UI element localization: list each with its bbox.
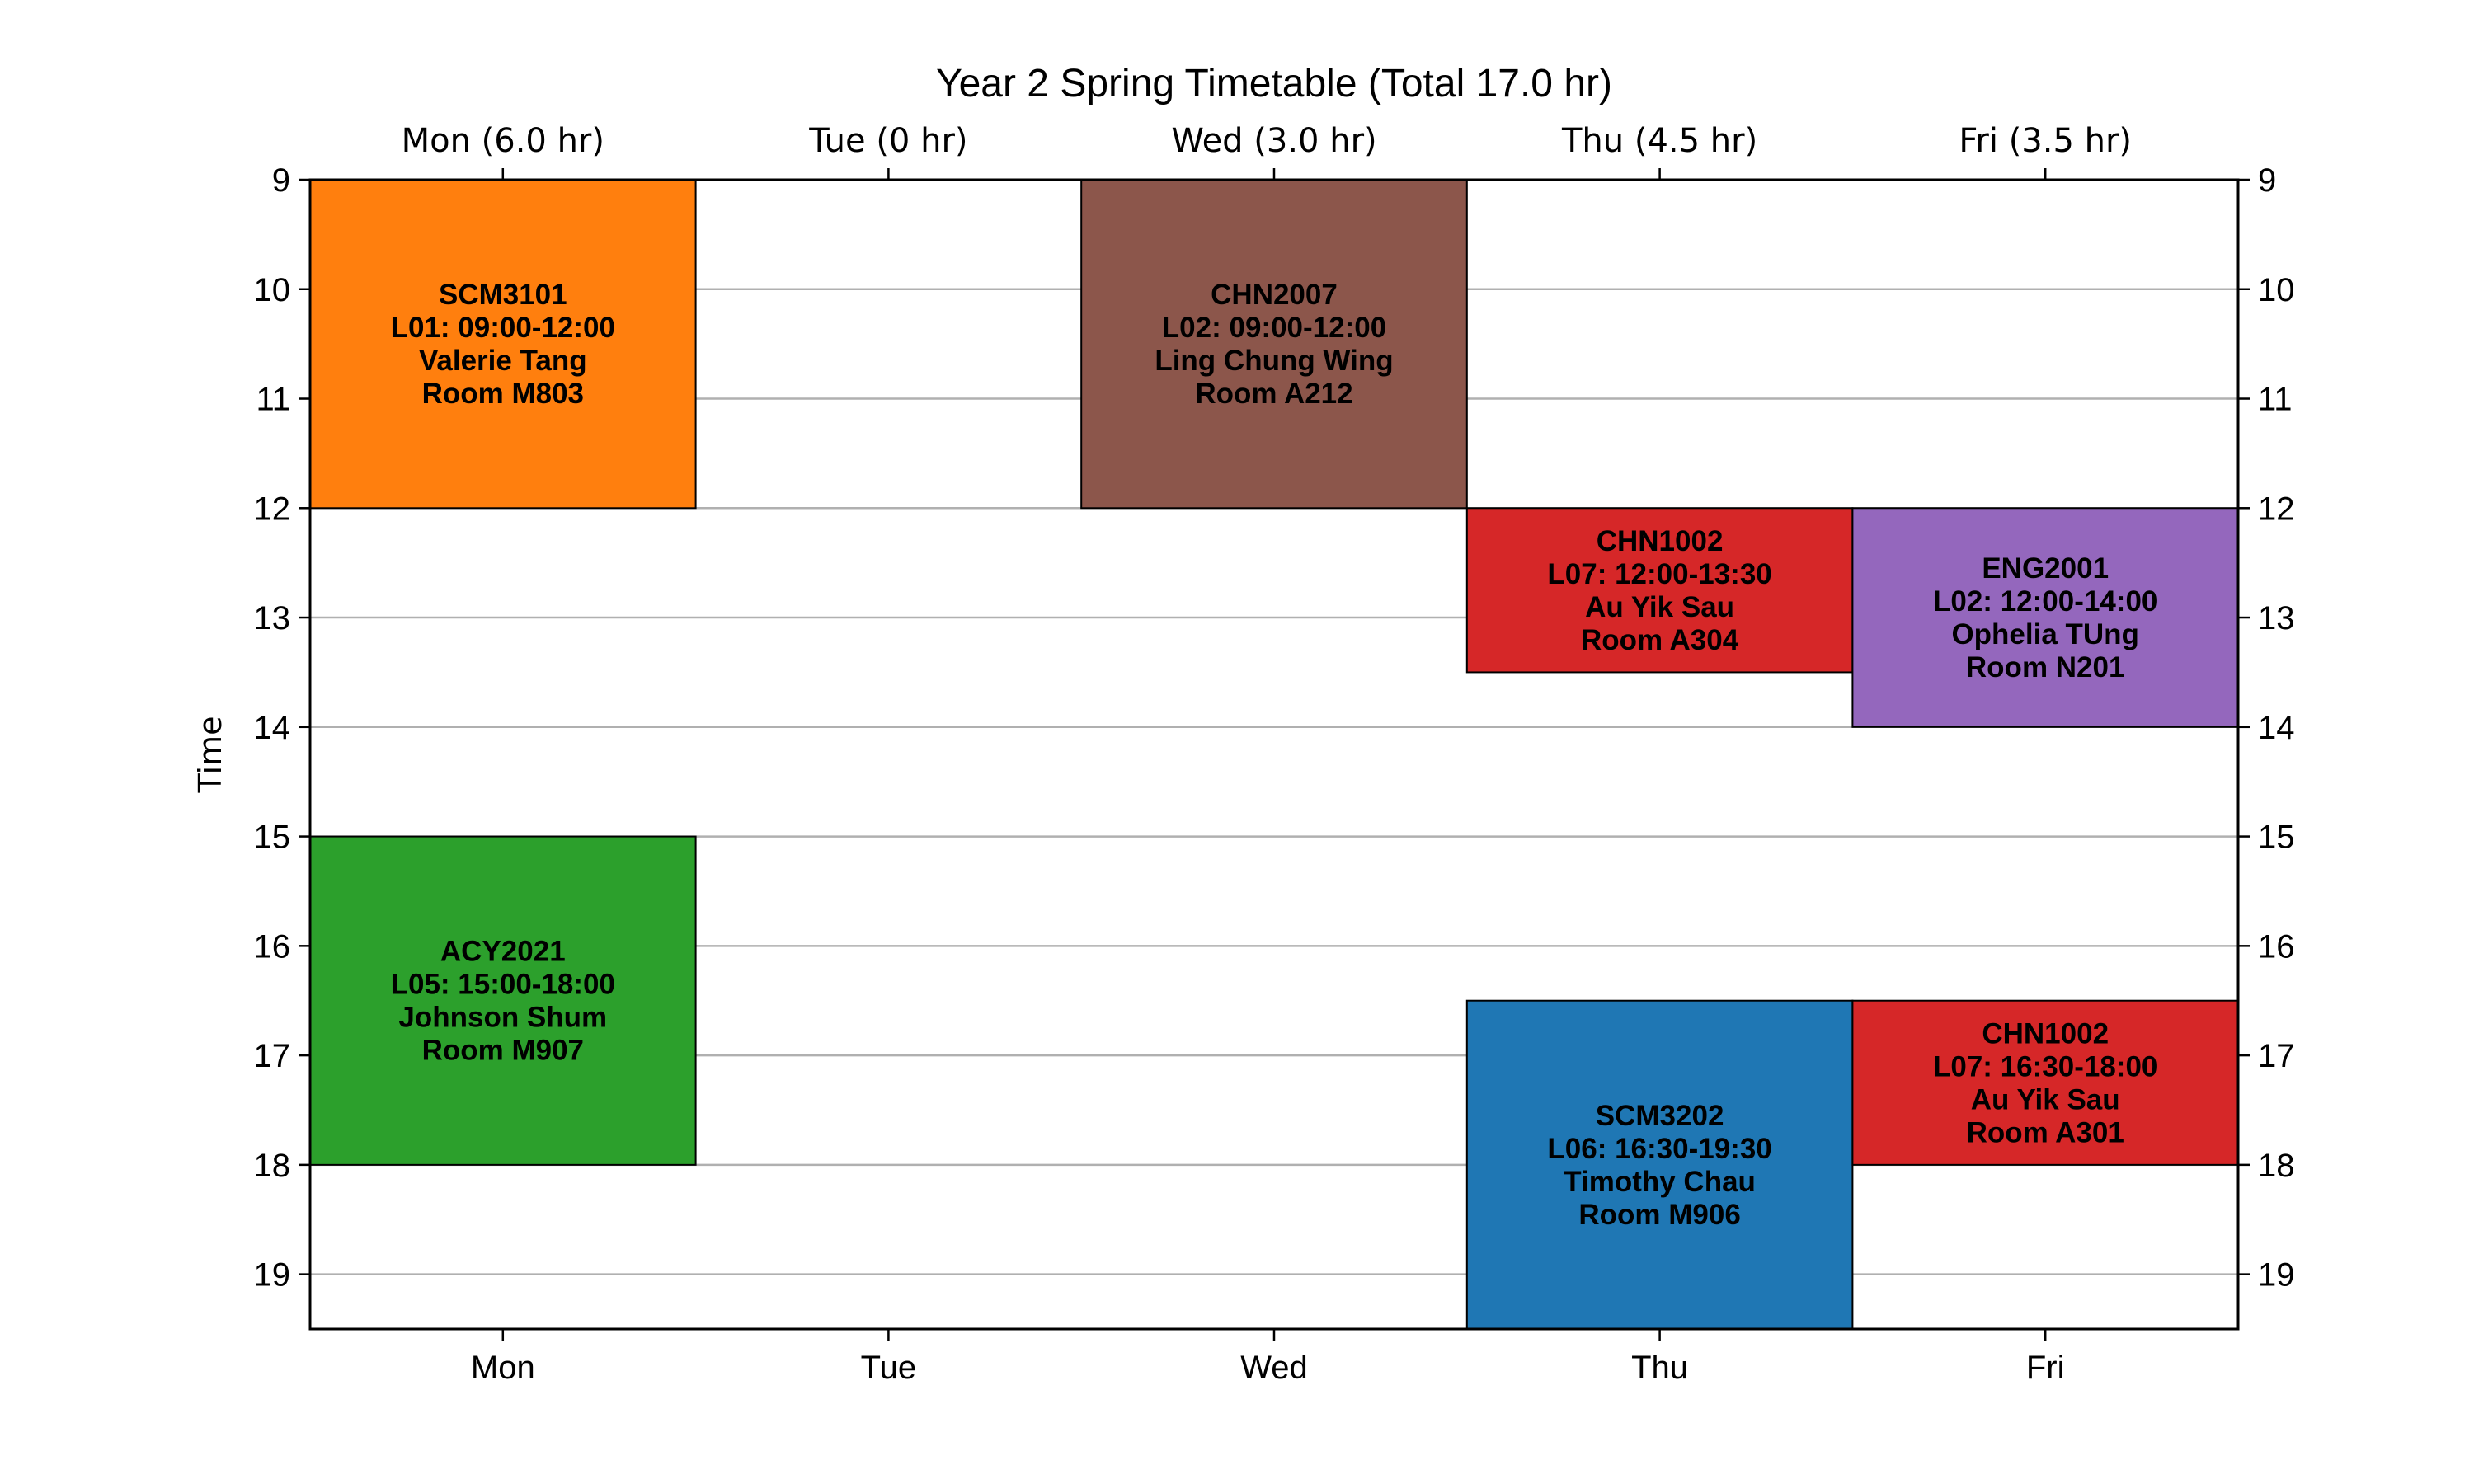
y-tick-label-left: 9	[272, 162, 290, 199]
event-block	[1851, 999, 2239, 1166]
y-axis-label: Time	[192, 716, 228, 794]
event-label: SCM3202	[1596, 1100, 1724, 1132]
event-label: Timothy Chau	[1564, 1166, 1756, 1198]
x-tick-label-bottom: Fri	[2026, 1350, 2065, 1386]
x-tick-label-top: Fri (3.5 hr)	[1959, 122, 2132, 160]
event-label: L06: 16:30-19:30	[1547, 1133, 1771, 1165]
y-tick-label-left: 10	[254, 272, 291, 308]
event-label: Ling Chung Wing	[1155, 345, 1393, 377]
y-tick-label-left: 11	[256, 382, 290, 418]
y-tick-label-left: 14	[254, 710, 291, 746]
event-block	[1465, 999, 1854, 1330]
y-tick-label-left: 18	[254, 1148, 291, 1184]
y-tick-label-right: 17	[2258, 1038, 2295, 1074]
x-tick-label-bottom: Wed	[1240, 1350, 1308, 1386]
event-label: L01: 09:00-12:00	[391, 312, 615, 344]
y-tick-label-left: 19	[254, 1257, 291, 1294]
event-label: Room M907	[422, 1035, 584, 1067]
event-label: L02: 09:00-12:00	[1162, 312, 1386, 344]
x-tick-label-top: Wed (3.0 hr)	[1171, 122, 1376, 160]
event-block	[1080, 179, 1468, 510]
event-label: L02: 12:00-14:00	[1933, 585, 2157, 618]
y-tick-label-right: 9	[2258, 162, 2276, 199]
event-block	[309, 179, 697, 510]
event-label: Au Yik Sau	[1585, 591, 1734, 623]
y-tick-label-left: 12	[254, 491, 291, 527]
event-block	[1851, 507, 2239, 728]
event-label: Johnson Shum	[398, 1002, 607, 1034]
y-tick-label-left: 13	[254, 600, 291, 636]
event-label: Room A212	[1195, 378, 1352, 410]
event-block	[1465, 507, 1854, 674]
y-tick-label-right: 16	[2258, 928, 2295, 965]
y-tick-label-right: 10	[2258, 272, 2295, 308]
event-label: Ophelia TUng	[1951, 618, 2139, 650]
x-tick-label-bottom: Thu	[1631, 1350, 1688, 1386]
y-tick-label-left: 15	[254, 819, 291, 856]
event-label: ENG2001	[1982, 552, 2109, 585]
y-tick-label-right: 13	[2258, 600, 2295, 636]
event-label: CHN1002	[1982, 1017, 2109, 1050]
y-tick-label-right: 11	[2258, 382, 2293, 418]
event-label: Room N201	[1966, 651, 2125, 683]
event-label: Au Yik Sau	[1971, 1083, 2120, 1115]
event-label: L07: 12:00-13:30	[1547, 558, 1771, 590]
y-tick-label-left: 16	[254, 928, 291, 965]
y-tick-label-right: 12	[2258, 491, 2295, 527]
event-label: CHN1002	[1597, 525, 1724, 557]
event-label: CHN2007	[1211, 279, 1338, 311]
event-label: Valerie Tang	[419, 345, 587, 377]
axes-layer: 9 9 10 10 11 11 12 12 13 13 14 14 15 15 16 16 17 17 18 18 19…	[254, 122, 2295, 1386]
event-label: SCM3101	[439, 279, 567, 311]
event-label: L07: 16:30-18:00	[1933, 1050, 2157, 1082]
x-tick-label-bottom: Mon	[471, 1350, 535, 1386]
y-tick-label-right: 19	[2258, 1257, 2295, 1294]
event-label: Room A304	[1581, 624, 1739, 656]
event-label: Room A301	[1967, 1116, 2124, 1148]
y-tick-label-right: 15	[2258, 819, 2295, 856]
event-label: L05: 15:00-18:00	[391, 969, 615, 1001]
event-label: Room M803	[422, 378, 584, 410]
chart-title: Year 2 Spring Timetable (Total 17.0 hr)	[936, 62, 1612, 106]
x-tick-label-top: Thu (4.5 hr)	[1561, 122, 1757, 160]
x-tick-label-top: Tue (0 hr)	[808, 122, 967, 160]
event-label: Room M906	[1578, 1199, 1740, 1231]
event-label: ACY2021	[440, 936, 566, 968]
x-tick-label-top: Mon (6.0 hr)	[402, 122, 604, 160]
y-tick-label-right: 14	[2258, 710, 2295, 746]
y-tick-label-left: 17	[254, 1038, 291, 1074]
event-block	[309, 835, 697, 1166]
y-tick-label-right: 18	[2258, 1148, 2295, 1184]
x-tick-label-bottom: Tue	[861, 1350, 916, 1386]
